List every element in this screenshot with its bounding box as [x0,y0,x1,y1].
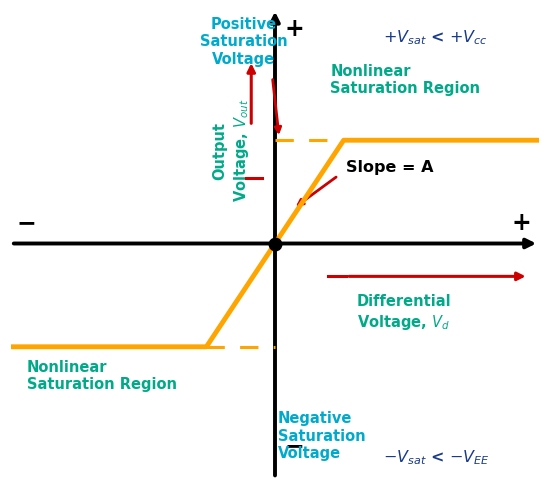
Text: Slope = A: Slope = A [346,159,434,174]
Text: Nonlinear
Saturation Region: Nonlinear Saturation Region [27,359,177,391]
Text: +: + [512,211,531,235]
Text: $+V_{sat}$ < $+V_{cc}$: $+V_{sat}$ < $+V_{cc}$ [383,28,488,47]
Text: Positive
Saturation
Voltage: Positive Saturation Voltage [200,17,287,66]
Text: $-V_{sat}$ < $-V_{EE}$: $-V_{sat}$ < $-V_{EE}$ [383,448,490,467]
Text: Output
Voltage, $V_{out}$: Output Voltage, $V_{out}$ [213,99,251,202]
Text: +: + [284,17,304,41]
Text: −: − [16,211,36,235]
Text: Differential
Voltage, $V_{d}$: Differential Voltage, $V_{d}$ [357,293,452,331]
Text: Negative
Saturation
Voltage: Negative Saturation Voltage [278,410,365,460]
Text: −: − [284,433,304,457]
Text: Nonlinear
Saturation Region: Nonlinear Saturation Region [331,64,481,96]
